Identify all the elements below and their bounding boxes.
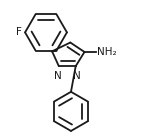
Text: N: N (73, 71, 80, 81)
Text: N: N (54, 71, 62, 81)
Text: F: F (16, 27, 22, 37)
Text: NH₂: NH₂ (97, 47, 116, 57)
